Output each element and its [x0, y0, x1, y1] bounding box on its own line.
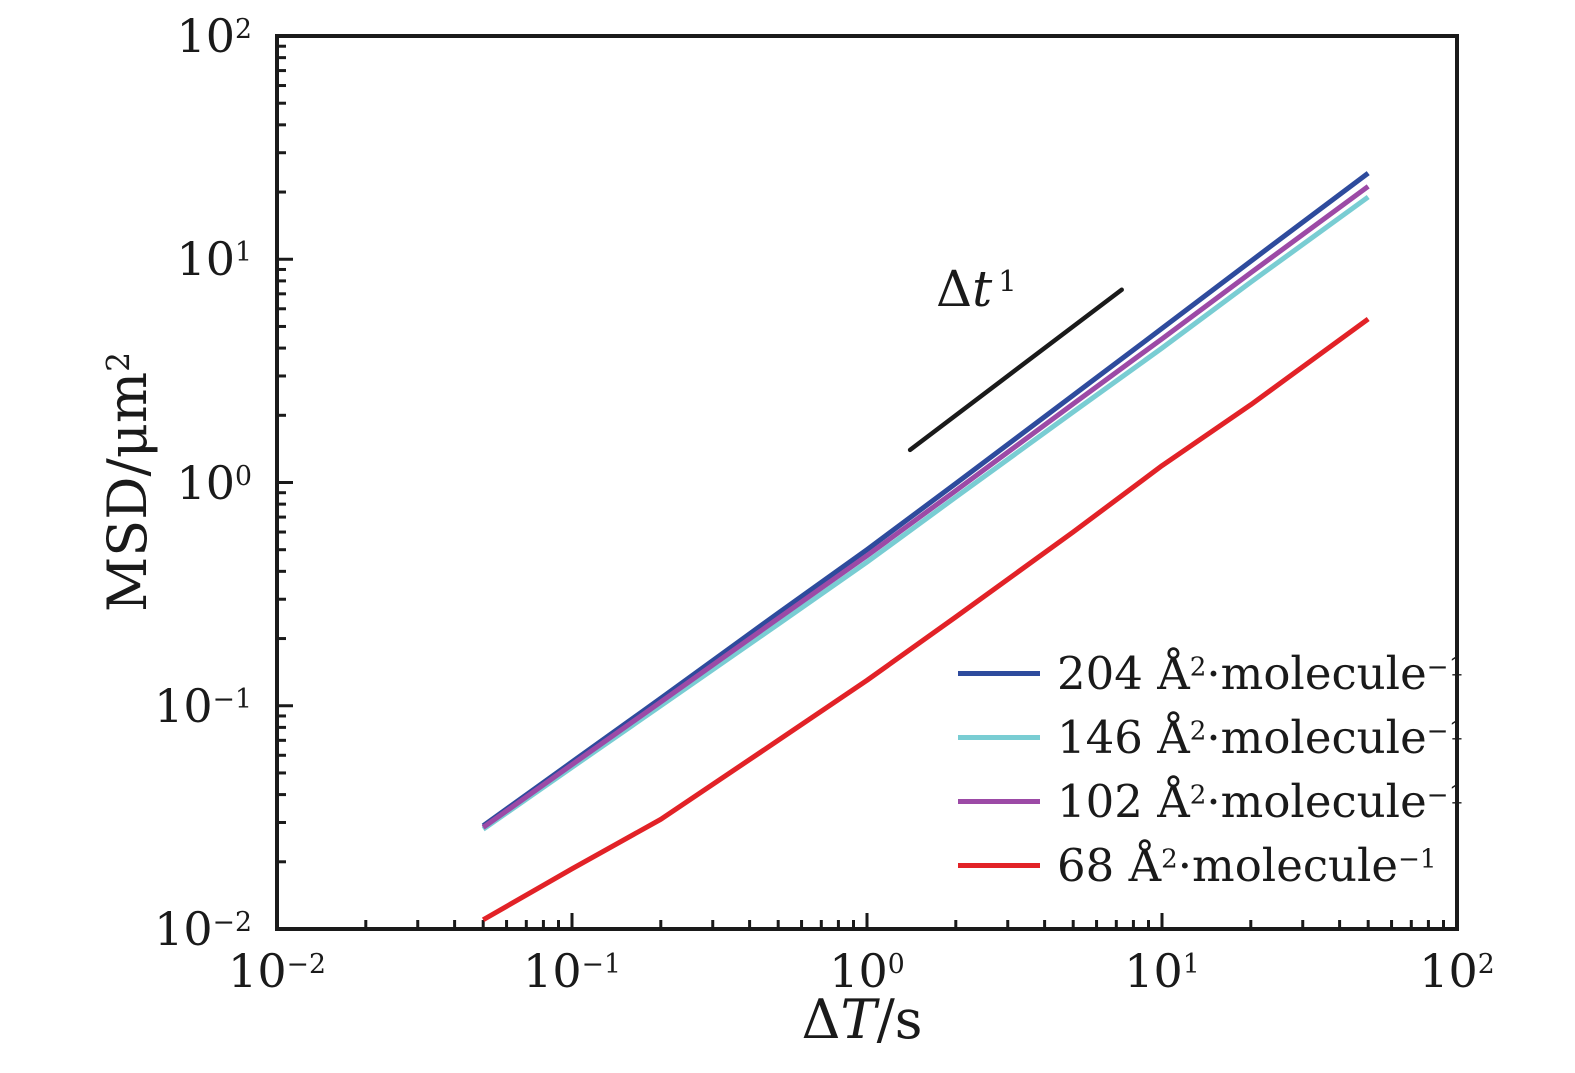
y-tick-label: 102 [176, 9, 252, 63]
legend-swatch [958, 798, 1040, 804]
slope-guide-label-exponent: 1 [998, 263, 1017, 298]
x-axis-title: ΔT/s [802, 993, 923, 1047]
y-axis-title: MSD/μm2 [96, 351, 159, 613]
legend-label: 68 Å2·molecule−1 [1057, 838, 1437, 892]
x-axis-title-prefix: Δ [801, 988, 841, 1051]
x-tick-label: 10−1 [523, 944, 621, 998]
legend-item-146: 146 Å2·molecule−1 [958, 705, 1465, 769]
x-tick-label: 101 [1124, 944, 1200, 998]
series-line-68 [481, 316, 1370, 922]
legend-label: 102 Å2·molecule−1 [1057, 774, 1466, 828]
series-line-204 [481, 171, 1370, 828]
x-axis-title-symbol: T [840, 988, 877, 1051]
y-tick-label: 10−1 [154, 678, 252, 733]
slope-guide-label-symbol: t [972, 260, 993, 318]
legend-item-204: 204 Å2·molecule−1 [958, 641, 1465, 705]
legend-label: 204 Å2·molecule−1 [1057, 646, 1466, 700]
legend-label: 146 Å2·molecule−1 [1057, 710, 1466, 764]
slope-guide-label-prefix: Δ [936, 260, 973, 318]
legend-swatch [958, 734, 1040, 740]
legend-swatch [958, 862, 1040, 868]
x-tick-label: 100 [829, 944, 905, 998]
axis-ticks [275, 34, 1459, 931]
legend-item-102: 102 Å2·molecule−1 [958, 769, 1465, 833]
slope-guide-line [907, 287, 1124, 453]
slope-guide-label: Δt 1 [936, 262, 1017, 317]
series-lines [481, 171, 1370, 922]
y-tick-label: 100 [176, 455, 252, 510]
series-line-102 [481, 184, 1370, 830]
legend-item-68: 68 Å2·molecule−1 [958, 833, 1465, 897]
slope-guide [907, 287, 1124, 453]
y-tick-label: 10−2 [154, 902, 252, 956]
x-tick-label: 10−2 [228, 944, 326, 998]
series-line-146 [481, 194, 1370, 832]
y-tick-label: 101 [176, 232, 252, 287]
legend-swatch [958, 670, 1040, 676]
x-tick-label: 102 [1419, 944, 1495, 998]
x-axis-title-unit: /s [876, 988, 923, 1051]
legend: 204 Å2·molecule−1 146 Å2·molecule−1 102 Å2… [958, 641, 1465, 897]
